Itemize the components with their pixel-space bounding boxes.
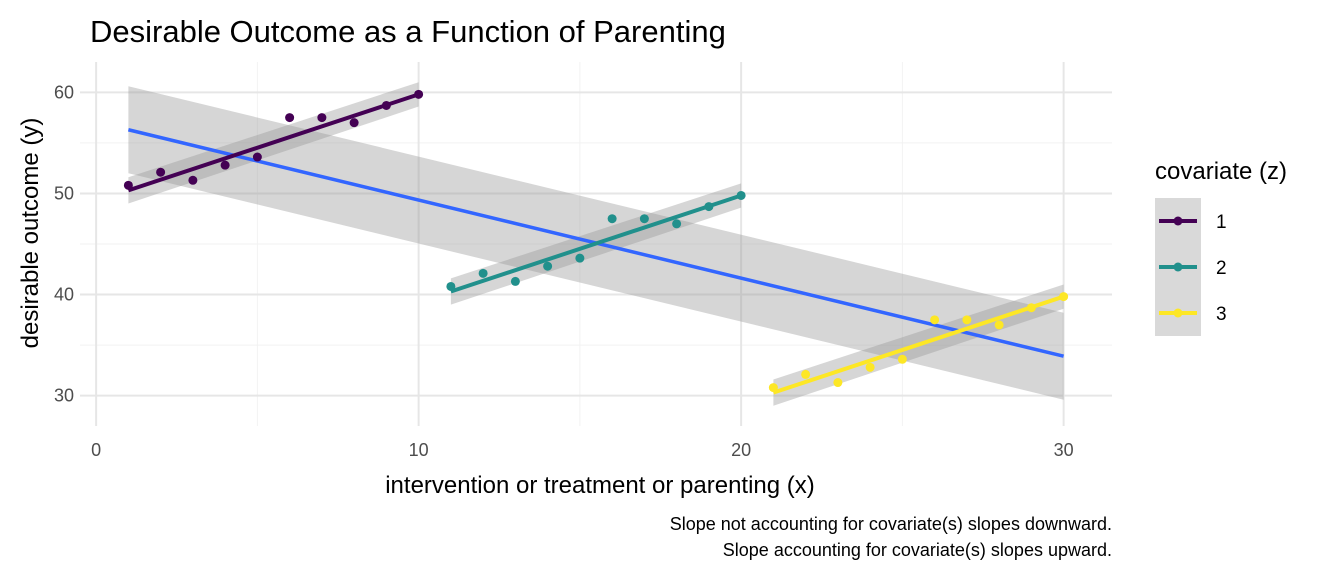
series-3-point [897, 354, 907, 364]
legend-label-1: 1 [1216, 212, 1227, 233]
series-1-point [123, 180, 133, 190]
series-3-point [768, 383, 778, 393]
series-3-fit-line [772, 294, 1065, 395]
legend-point-3 [1173, 308, 1183, 318]
legend-title: covariate (z) [1155, 158, 1287, 185]
series-2-point [607, 214, 617, 224]
series-1-fit-line [127, 92, 420, 193]
caption-line-2: Slope accounting for covariate(s) slopes… [723, 540, 1112, 560]
series-2-point [639, 214, 649, 224]
series-3-point [1026, 303, 1036, 313]
series-2-point [510, 276, 520, 286]
x-tick-label: 30 [1054, 440, 1074, 460]
series-1-point [220, 160, 230, 170]
series-3-point [930, 315, 940, 325]
series-3-point [1059, 292, 1069, 302]
series-1-point [381, 100, 391, 110]
y-tick-label: 50 [54, 183, 74, 203]
y-tick-label: 40 [54, 285, 74, 305]
series-2-point [543, 261, 553, 271]
caption-line-1: Slope not accounting for covariate(s) sl… [670, 514, 1112, 534]
legend: covariate (z) 1 2 3 [1155, 158, 1287, 336]
series-2-point [736, 190, 746, 200]
series-3-point [833, 378, 843, 388]
x-tick-label: 10 [409, 440, 429, 460]
series-2-point [672, 219, 682, 229]
series-1-point [252, 152, 262, 162]
series-2-fit-line [450, 193, 742, 294]
series-3-point [801, 369, 811, 379]
series-2-point [446, 281, 456, 291]
fit-lines [127, 92, 1065, 395]
y-tick-label: 60 [54, 82, 74, 102]
chart-title: Desirable Outcome as a Function of Paren… [90, 14, 726, 49]
data-points [123, 89, 1069, 393]
series-2-point [478, 268, 488, 278]
y-axis-title: desirable outcome (y) [17, 118, 44, 349]
legend-label-3: 3 [1216, 304, 1227, 325]
y-tick-label: 30 [54, 386, 74, 406]
series-1-point [349, 118, 359, 128]
series-2-point [575, 253, 585, 263]
series-1-point [188, 175, 198, 185]
series-1-point [285, 113, 295, 123]
legend-point-2 [1173, 262, 1183, 272]
series-1-point [414, 89, 424, 99]
grid [80, 62, 1112, 426]
x-tick-label: 20 [731, 440, 751, 460]
series-1-point [156, 167, 166, 177]
series-3-point [865, 362, 875, 372]
series-1-point [317, 113, 327, 123]
series-3-point [962, 315, 972, 325]
series-2-point [704, 202, 714, 212]
x-tick-label: 0 [91, 440, 101, 460]
x-axis-title: intervention or treatment or parenting (… [385, 472, 815, 499]
series-3-point [994, 320, 1004, 330]
tick-labels: 0 10 20 30 30 40 50 60 [54, 82, 1074, 460]
legend-point-1 [1173, 216, 1183, 226]
legend-label-2: 2 [1216, 258, 1227, 279]
